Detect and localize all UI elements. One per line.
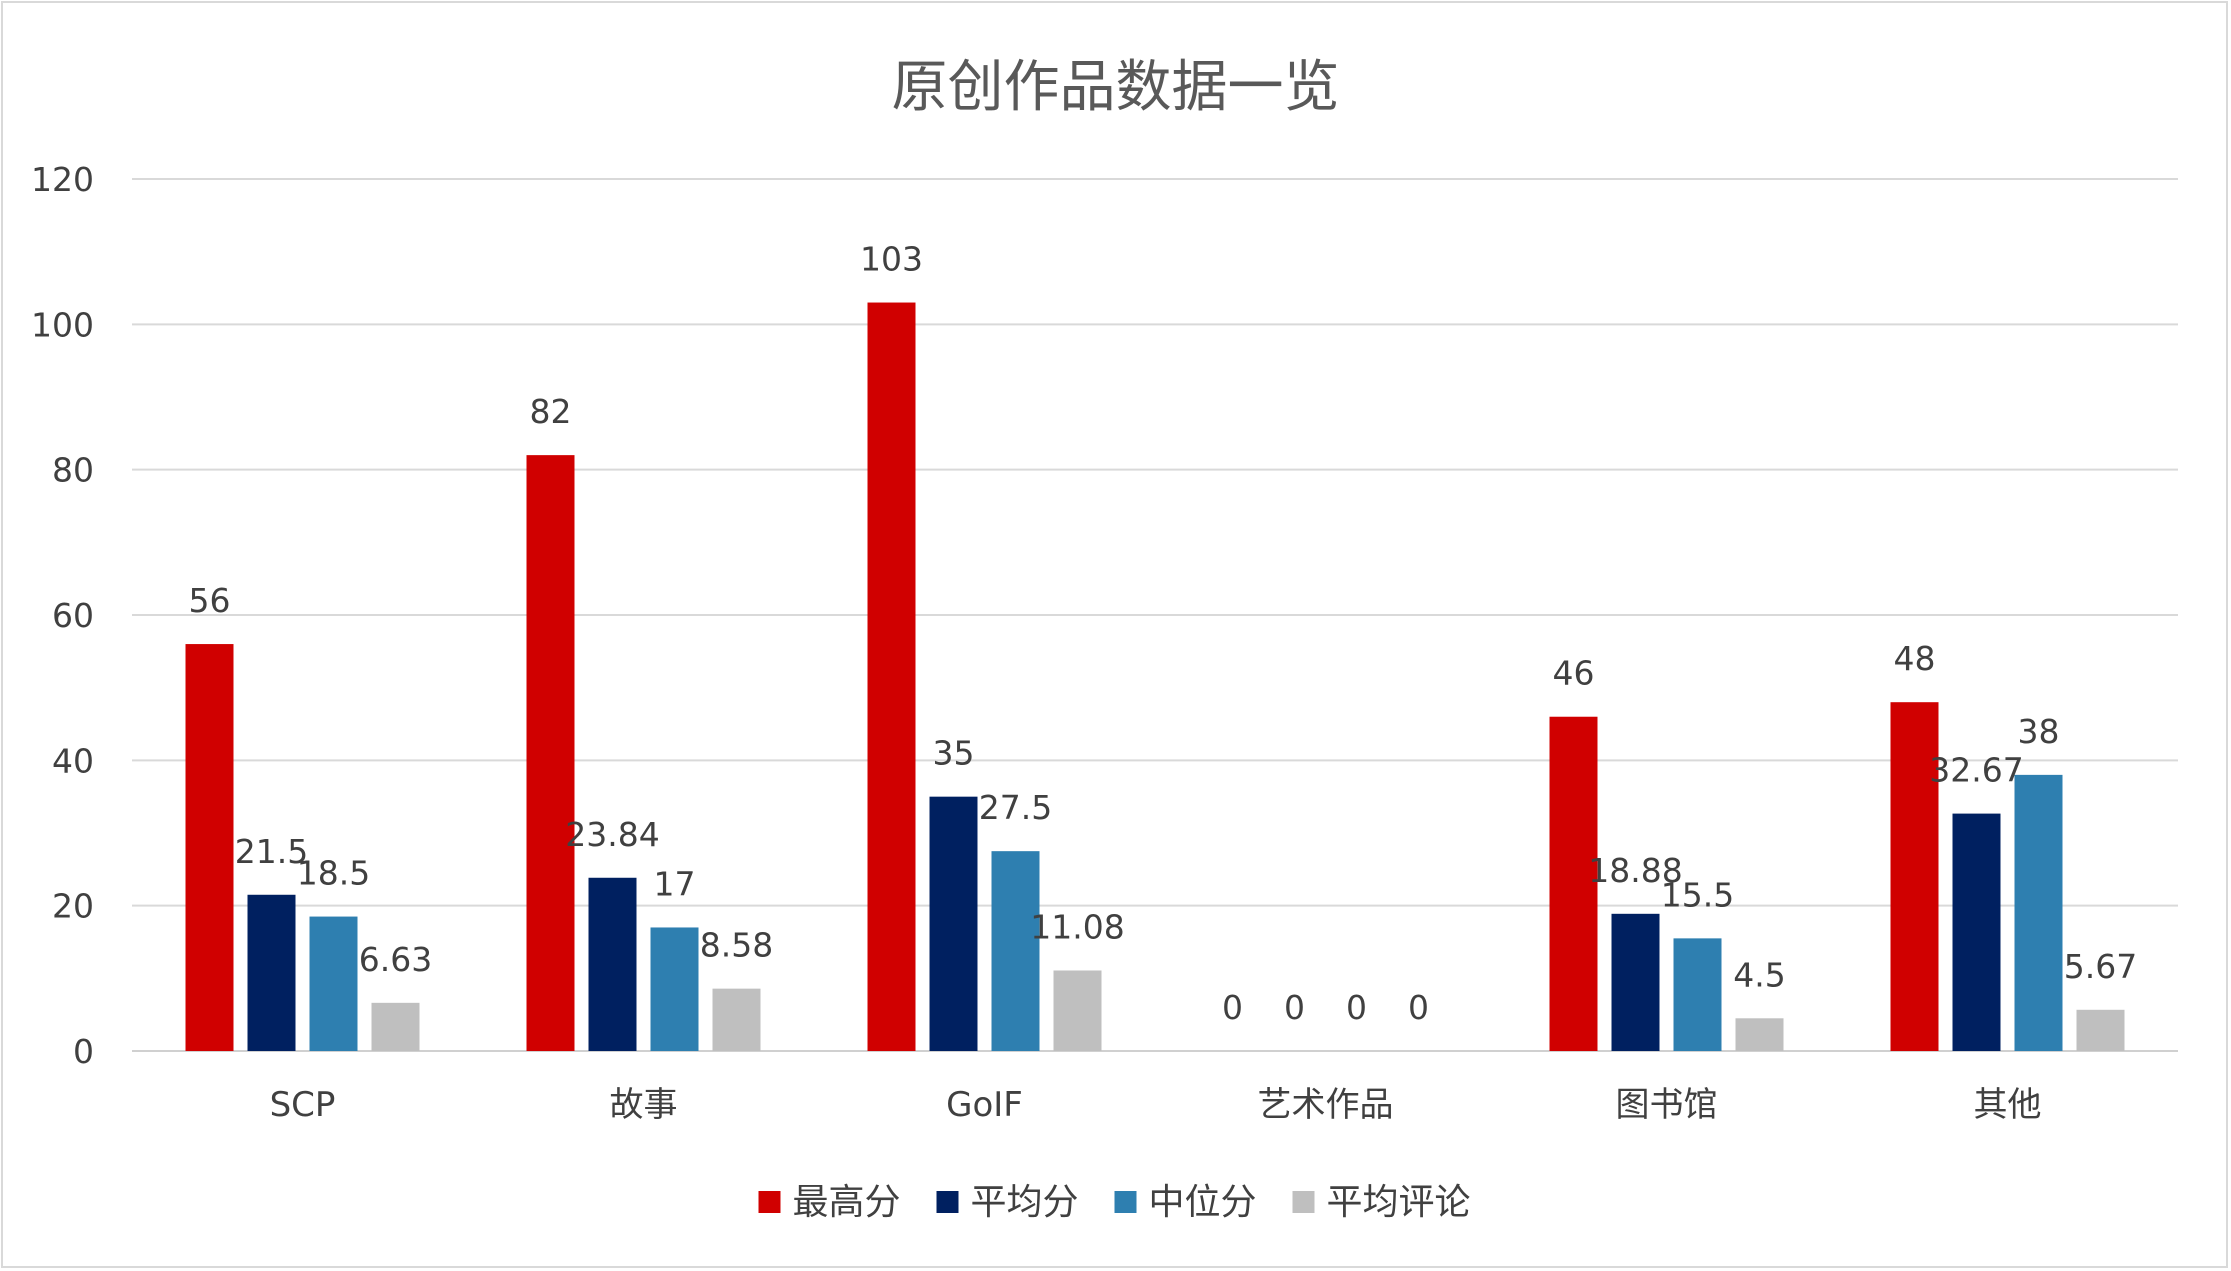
data-label: 46: [1553, 654, 1595, 693]
legend-label: 最高分: [793, 1182, 901, 1223]
data-label: 15.5: [1661, 875, 1734, 914]
bar: [185, 644, 234, 1051]
data-label: 0: [1222, 988, 1243, 1027]
data-label: 82: [530, 392, 572, 431]
data-label: 18.5: [297, 854, 370, 893]
data-label: 0: [1346, 988, 1367, 1027]
legend-label: 平均评论: [1327, 1182, 1471, 1223]
bar: [1053, 970, 1102, 1051]
bar: [867, 302, 916, 1051]
bar: [2076, 1009, 2125, 1051]
y-tick-label: 60: [52, 596, 94, 635]
bar: [991, 851, 1040, 1051]
bar: [588, 877, 637, 1051]
x-tick-label: GoIF: [946, 1085, 1023, 1125]
data-label: 56: [189, 581, 231, 620]
legend-swatch: [758, 1191, 781, 1213]
bar: [1611, 913, 1660, 1051]
data-label: 4.5: [1733, 955, 1785, 994]
bar: [929, 796, 978, 1051]
x-tick-label: 其他: [1974, 1085, 2042, 1125]
y-tick-label: 20: [52, 887, 94, 926]
bar: [650, 927, 699, 1051]
legend-swatch: [1292, 1191, 1315, 1213]
y-tick-label: 100: [31, 305, 94, 344]
legend-label: 中位分: [1149, 1182, 1257, 1223]
x-tick-label: 故事: [610, 1085, 678, 1125]
y-tick-label: 120: [31, 160, 94, 199]
bar: [247, 894, 296, 1051]
x-tick-label: 图书馆: [1616, 1085, 1718, 1125]
data-label: 0: [1408, 988, 1429, 1027]
bar: [1890, 702, 1939, 1051]
data-label: 17: [654, 864, 696, 903]
y-tick-label: 80: [52, 451, 94, 490]
bar: [1952, 813, 2001, 1051]
bar: [1735, 1018, 1784, 1051]
data-label: 0: [1284, 988, 1305, 1027]
legend-label: 平均分: [971, 1182, 1079, 1223]
data-label: 27.5: [979, 788, 1052, 827]
legend-swatch: [936, 1191, 959, 1213]
bar: [2014, 774, 2063, 1051]
data-label: 5.67: [2064, 947, 2137, 986]
data-label: 32.67: [1929, 751, 2023, 790]
data-label: 18.88: [1588, 851, 1682, 890]
bar: [371, 1002, 420, 1051]
data-label: 6.63: [359, 940, 432, 979]
data-label: 8.58: [700, 926, 773, 965]
data-label: 35: [933, 734, 975, 773]
bar: [526, 455, 575, 1052]
y-tick-label: 40: [52, 741, 94, 780]
legend-swatch: [1114, 1191, 1137, 1213]
bar: [1673, 938, 1722, 1051]
data-label: 21.5: [235, 832, 308, 871]
bar: [1549, 716, 1598, 1051]
chart-title: 原创作品数据一览: [891, 55, 1340, 120]
data-label: 11.08: [1030, 907, 1124, 946]
data-label: 48: [1894, 639, 1936, 678]
x-tick-label: SCP: [270, 1085, 336, 1125]
bar: [712, 988, 761, 1051]
data-label: 23.84: [565, 815, 659, 854]
x-tick-label: 艺术作品: [1258, 1085, 1394, 1125]
data-label: 103: [860, 240, 923, 279]
data-label: 38: [2018, 712, 2060, 751]
y-tick-label: 0: [73, 1032, 94, 1071]
bar: [309, 916, 358, 1051]
